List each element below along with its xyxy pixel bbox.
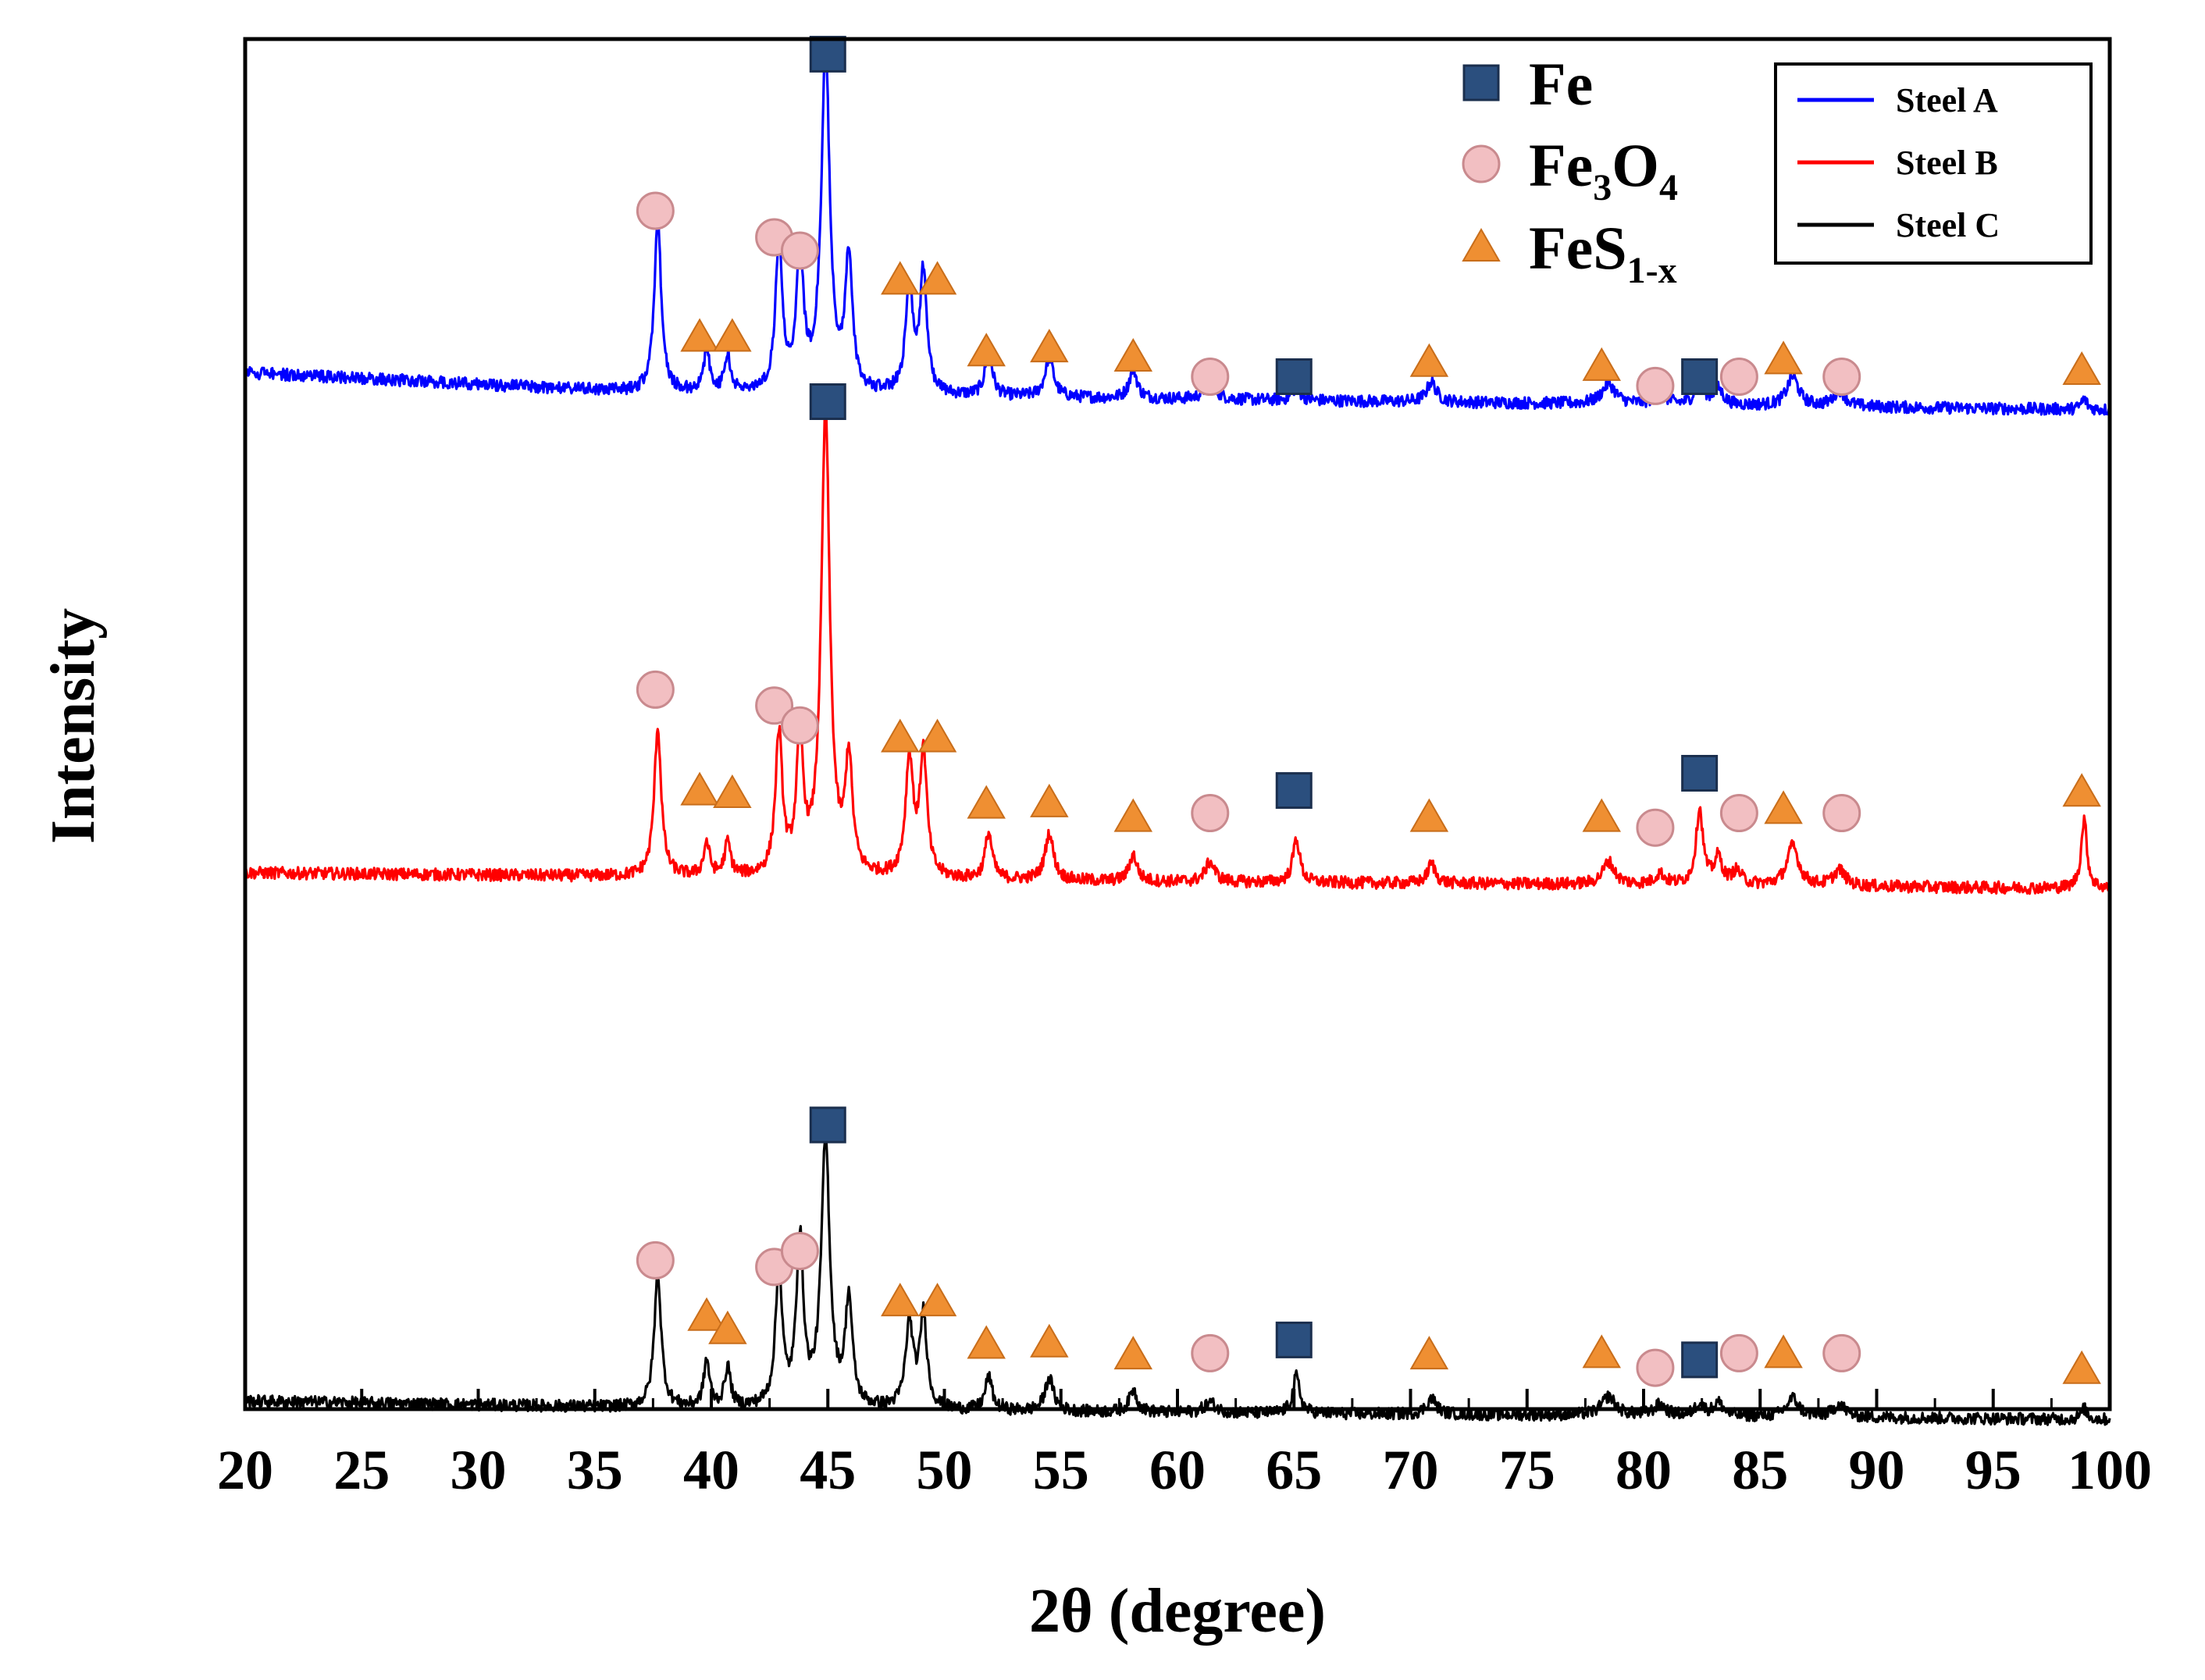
peak-marker-fes1-x	[680, 318, 719, 352]
peak-marker-fes1-x	[2062, 351, 2101, 385]
peak-marker-fe3o4	[1719, 794, 1758, 832]
x-tick-label-65: 65	[1266, 1439, 1322, 1501]
peak-marker-fe3o4	[755, 686, 794, 725]
peak-marker-fe3o4	[636, 670, 675, 709]
phase-legend-triangle-label: FeS1-x	[1529, 214, 1677, 291]
peak-marker-fe3o4	[1636, 366, 1675, 405]
peak-marker-fes1-x	[1409, 343, 1449, 377]
peak-marker-fe3o4	[780, 706, 819, 745]
x-tick-label-75: 75	[1499, 1439, 1555, 1501]
phase-legend-circle-label: Fe3O4	[1529, 131, 1678, 208]
x-tick-label-100: 100	[2068, 1439, 2152, 1501]
peak-marker-fe	[1275, 358, 1313, 395]
peak-marker-fe3o4	[1822, 358, 1861, 396]
series-line-steel-a	[244, 40, 2111, 416]
legend-label-steel-a: Steel A	[1896, 81, 1998, 119]
peak-marker-fe	[1681, 755, 1719, 792]
peak-marker-fes1-x	[1582, 798, 1621, 832]
x-tick-label-60: 60	[1149, 1439, 1206, 1501]
series-legend: Steel A Steel B Steel C	[1774, 62, 2093, 265]
phase-legend-triangle-icon	[1462, 227, 1501, 262]
peak-marker-fes1-x	[687, 1297, 726, 1331]
x-tick-label-70: 70	[1383, 1439, 1439, 1501]
x-tick-label-20: 20	[217, 1439, 273, 1501]
peak-marker-fe3o4	[636, 191, 675, 230]
peak-marker-fe3o4	[1719, 1333, 1758, 1372]
peak-marker-fes1-x	[1582, 1334, 1621, 1369]
phase-legend-circle-icon	[1462, 144, 1501, 183]
peak-marker-fes1-x	[881, 261, 920, 295]
peak-marker-fe	[809, 383, 846, 420]
series-line-steel-c	[244, 1129, 2111, 1426]
peak-marker-fe3o4	[636, 1240, 675, 1280]
peak-marker-fes1-x	[713, 774, 752, 808]
peak-marker-fe3o4	[780, 231, 819, 270]
peak-marker-fe3o4	[780, 1232, 819, 1270]
peak-marker-fe3o4	[1191, 358, 1230, 396]
peak-marker-fes1-x	[1764, 790, 1803, 824]
x-axis: 20 25 30 35 40 45 50 55 60 65 70 75 80 85 90 95 100	[217, 1389, 2152, 1501]
peak-marker-fe3o4	[1636, 1348, 1675, 1387]
peak-marker-fes1-x	[1764, 1334, 1803, 1369]
peak-marker-fes1-x	[1113, 1336, 1153, 1370]
x-tick-label-85: 85	[1732, 1439, 1788, 1501]
peak-marker-fe	[1275, 1321, 1313, 1358]
peak-marker-fes1-x	[967, 785, 1006, 819]
peak-marker-fe	[809, 35, 846, 73]
x-tick-label-95: 95	[1965, 1439, 2022, 1501]
peak-marker-fes1-x	[1582, 347, 1621, 381]
peak-marker-layer	[636, 35, 2101, 1387]
peak-marker-fes1-x	[2062, 1350, 2101, 1384]
peak-marker-fes1-x	[1409, 798, 1449, 832]
x-tick-label-50: 50	[917, 1439, 973, 1501]
peak-marker-fes1-x	[917, 261, 957, 295]
peak-marker-fe	[1681, 1341, 1719, 1379]
legend-label-steel-c: Steel C	[1896, 206, 2000, 244]
legend-label-steel-b: Steel B	[1896, 144, 1998, 182]
peak-marker-fes1-x	[917, 1283, 957, 1317]
x-tick-label-45: 45	[800, 1439, 856, 1501]
peak-marker-fes1-x	[967, 333, 1006, 367]
peak-marker-fes1-x	[881, 718, 920, 753]
x-tick-label-40: 40	[683, 1439, 739, 1501]
x-tick-label-35: 35	[567, 1439, 623, 1501]
peak-marker-fes1-x	[1030, 1323, 1069, 1358]
x-tick-label-90: 90	[1849, 1439, 1905, 1501]
x-axis-title: 2θ (degree)	[1029, 1577, 1326, 1646]
peak-marker-fes1-x	[917, 718, 957, 753]
peak-marker-fes1-x	[1764, 340, 1803, 375]
peak-marker-fe3o4	[1822, 794, 1861, 832]
peak-marker-fes1-x	[1409, 1336, 1449, 1370]
x-tick-label-30: 30	[451, 1439, 507, 1501]
peak-marker-fes1-x	[1030, 783, 1069, 817]
peak-marker-fe	[809, 1106, 846, 1144]
peak-marker-fe3o4	[1636, 808, 1675, 847]
peak-marker-fes1-x	[2062, 773, 2101, 807]
phase-legend-square-label: Fe	[1529, 50, 1593, 118]
y-axis-title: Intensity	[39, 608, 108, 844]
peak-marker-fe	[1275, 772, 1313, 810]
peak-marker-fes1-x	[680, 771, 719, 806]
peak-marker-fes1-x	[713, 318, 752, 352]
peak-marker-fes1-x	[1030, 329, 1069, 363]
x-tick-label-80: 80	[1615, 1439, 1672, 1501]
peak-marker-fes1-x	[708, 1310, 747, 1344]
x-tick-label-55: 55	[1033, 1439, 1089, 1501]
peak-marker-fe3o4	[1191, 794, 1230, 832]
peak-marker-fes1-x	[881, 1283, 920, 1317]
peak-marker-fes1-x	[1113, 798, 1153, 832]
peak-marker-fe	[1681, 358, 1719, 395]
peak-marker-fe3o4	[1191, 1333, 1230, 1372]
x-tick-label-25: 25	[333, 1439, 390, 1501]
series-line-steel-b	[244, 406, 2111, 895]
peak-marker-fes1-x	[1113, 337, 1153, 372]
peak-marker-fe3o4	[1822, 1333, 1861, 1372]
peak-marker-fes1-x	[967, 1325, 1006, 1359]
phase-legend-square-icon	[1462, 64, 1500, 101]
peak-marker-fe3o4	[1719, 358, 1758, 396]
